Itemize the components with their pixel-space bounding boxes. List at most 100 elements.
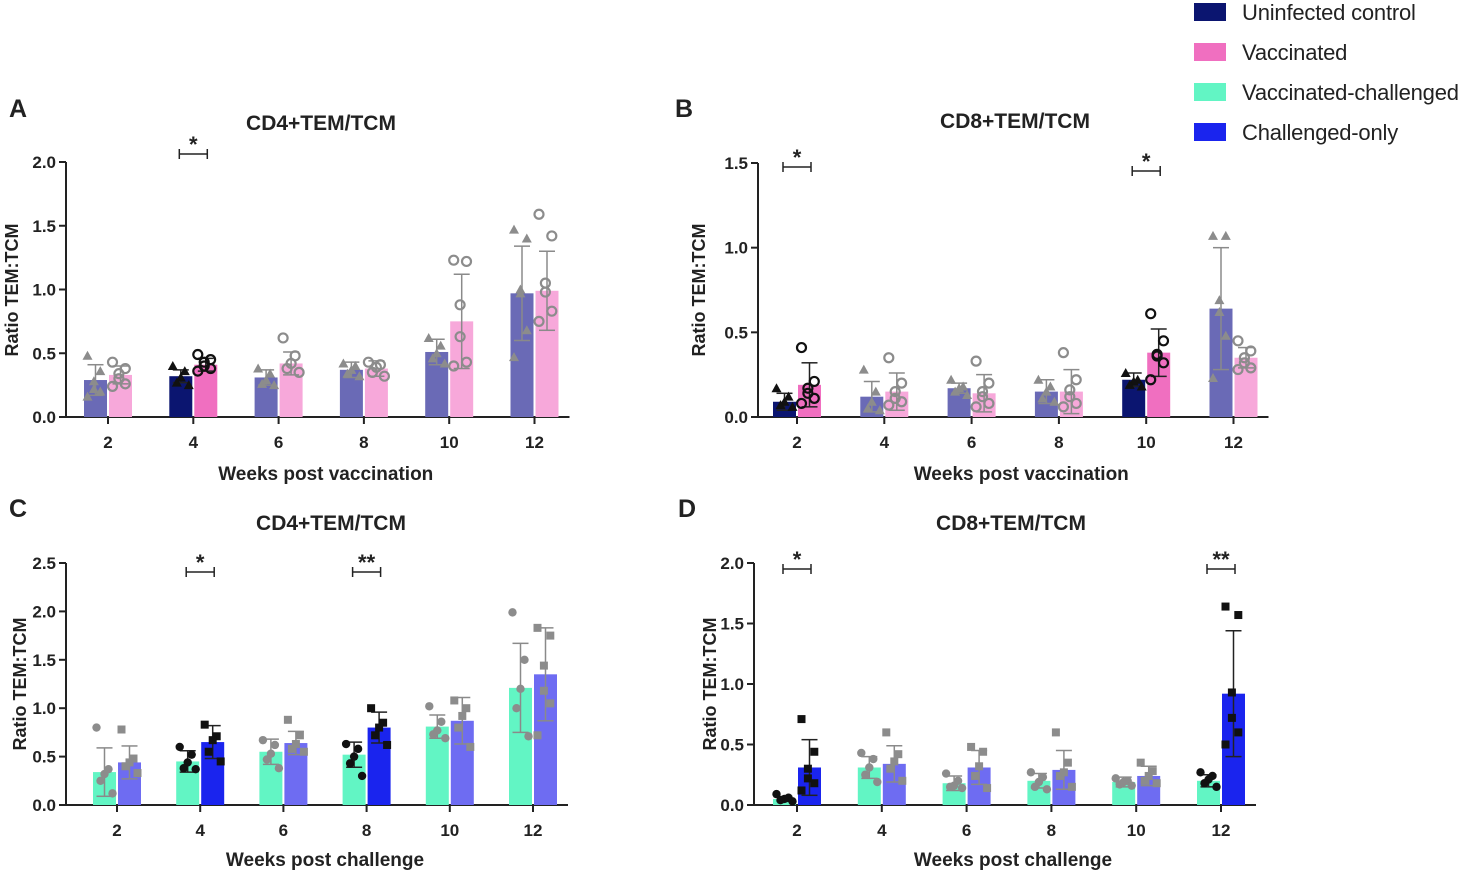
data-point — [274, 764, 284, 773]
data-point — [874, 405, 885, 415]
x-axis-label: Weeks post challenge — [226, 850, 424, 871]
data-point — [976, 386, 989, 398]
data-point — [1115, 780, 1124, 789]
data-point — [167, 361, 178, 370]
chart-panel-c: C CD4+TEM/TCM Weeks post challenge Ratio TE… — [9, 495, 568, 871]
data-point — [1234, 611, 1243, 620]
x-tick-label: 6 — [967, 433, 976, 452]
data-point — [802, 382, 814, 394]
data-point — [338, 358, 349, 368]
y-tick-label: 0.0 — [32, 796, 56, 815]
data-point — [291, 740, 300, 749]
data-point — [1208, 230, 1218, 240]
data-point — [1212, 782, 1221, 792]
y-tick-label: 0.5 — [32, 344, 56, 363]
y-tick-label: 1.5 — [32, 217, 56, 236]
legend-item-uninfected-control: Uninfected control — [1194, 0, 1476, 30]
data-point — [512, 704, 521, 713]
data-point — [983, 377, 995, 389]
data-point — [1063, 758, 1072, 767]
data-point — [539, 686, 548, 695]
data-point — [460, 255, 473, 268]
significance-label: ** — [1212, 547, 1230, 572]
data-point — [88, 376, 99, 386]
data-point — [113, 368, 125, 380]
bar — [1147, 352, 1171, 417]
legend-item-challenged-only: Challenged-only — [1194, 120, 1476, 150]
data-point — [520, 655, 529, 664]
x-tick-label: 2 — [103, 433, 112, 452]
data-point — [1124, 379, 1135, 389]
data-point — [946, 374, 957, 384]
data-point — [1045, 381, 1056, 391]
data-point — [460, 356, 473, 368]
data-point — [797, 786, 806, 795]
data-point — [1055, 771, 1064, 780]
data-point — [516, 684, 525, 694]
y-tick-label: 0.0 — [32, 408, 56, 427]
x-axis-label: Weeks post challenge — [914, 850, 1112, 871]
y-tick-label: 0.5 — [724, 323, 748, 342]
data-point — [283, 715, 292, 724]
data-point — [1042, 785, 1052, 794]
y-tick-label: 1.0 — [724, 239, 748, 258]
data-point — [208, 736, 217, 745]
data-point — [287, 744, 296, 753]
data-point — [204, 747, 213, 756]
data-point — [362, 356, 374, 368]
x-tick-label: 6 — [279, 821, 288, 840]
panel-label: C — [9, 495, 27, 523]
data-point — [439, 358, 450, 368]
data-point — [192, 348, 204, 361]
significance-label: * — [196, 550, 205, 575]
data-point — [539, 286, 552, 298]
data-point — [454, 299, 466, 311]
data-point — [366, 366, 378, 378]
data-point — [788, 797, 797, 806]
legend-label-uninfected-control: Uninfected control — [1242, 0, 1416, 25]
data-point — [1030, 782, 1040, 792]
data-point — [429, 730, 438, 739]
data-point — [1145, 308, 1157, 320]
data-point — [957, 783, 967, 793]
chart-title: CD8+TEM/TCM — [936, 512, 1086, 535]
significance-label: * — [793, 145, 802, 170]
data-point — [889, 386, 901, 398]
data-point — [117, 725, 126, 734]
data-point — [299, 747, 308, 756]
data-point — [1145, 374, 1157, 386]
x-tick-label: 2 — [112, 821, 121, 840]
data-point — [175, 742, 184, 752]
data-point — [546, 699, 555, 708]
data-point — [88, 383, 99, 393]
data-point — [183, 380, 194, 390]
bar — [510, 293, 534, 417]
x-tick-label: 4 — [195, 821, 205, 840]
data-point — [1208, 373, 1218, 383]
data-point — [509, 224, 519, 234]
significance-label: * — [1142, 149, 1151, 174]
data-point — [454, 723, 463, 732]
y-axis-label: Ratio TEM:TCM — [700, 618, 720, 751]
x-tick-label: 12 — [1212, 821, 1231, 840]
data-point — [873, 777, 882, 787]
data-point — [1067, 782, 1076, 791]
data-point — [895, 396, 908, 408]
y-tick-label: 1.0 — [32, 699, 56, 718]
y-tick-label: 2.0 — [32, 602, 56, 621]
legend-swatch-vaccinated-challenged — [1194, 83, 1226, 101]
data-point — [1064, 384, 1076, 396]
data-point — [970, 401, 982, 413]
y-tick-label: 0.0 — [724, 408, 748, 427]
data-point — [890, 757, 899, 766]
y-axis-label: Ratio TEM:TCM — [689, 224, 709, 357]
data-point — [1214, 295, 1225, 305]
data-point — [539, 661, 548, 670]
data-point — [82, 350, 93, 360]
data-point — [883, 399, 895, 411]
data-point — [133, 769, 142, 778]
data-point — [983, 784, 992, 793]
x-tick-label: 4 — [189, 433, 199, 452]
data-point — [437, 717, 446, 726]
